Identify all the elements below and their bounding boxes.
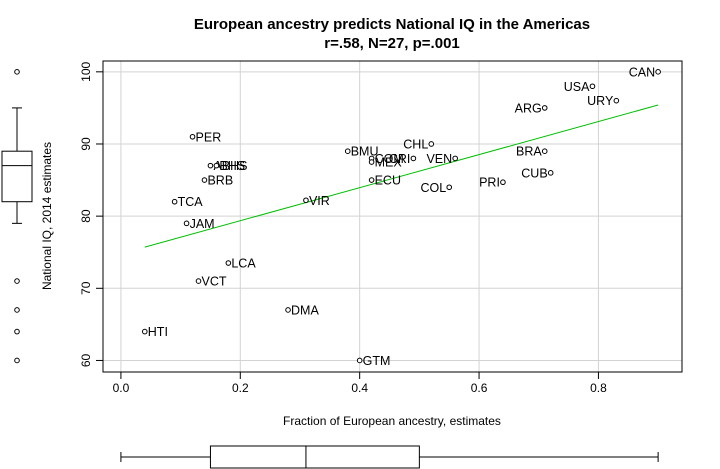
- point-label: VCT: [202, 275, 227, 289]
- point-label: HTI: [148, 325, 168, 339]
- data-point: [410, 155, 417, 162]
- point-label: MEX: [375, 156, 403, 170]
- y-box-outlier: [14, 278, 20, 284]
- data-point: [183, 220, 190, 227]
- x-tick-label: 0.4: [351, 381, 368, 395]
- point-label: CRI: [389, 152, 411, 166]
- data-point: [368, 159, 375, 165]
- y-tick-label: 70: [79, 281, 93, 295]
- point-label: CAN: [629, 65, 655, 79]
- y-tick-label: 100: [79, 61, 93, 81]
- data-point: [452, 155, 458, 162]
- x-axis: 0.0 0.2 0.4 0.6 0.8: [113, 371, 607, 395]
- point-label: CHL: [403, 137, 428, 151]
- point-label: USA: [564, 80, 590, 94]
- data-point: [589, 83, 596, 90]
- point-label: URY: [587, 94, 614, 108]
- x-tick-label: 0.8: [590, 381, 607, 395]
- chart-title: European ancestry predicts National IQ i…: [194, 16, 590, 33]
- data-point: [547, 170, 554, 176]
- y-box-outlier: [14, 357, 20, 364]
- y-axis: 60 70 80 90 100: [79, 61, 104, 367]
- point-label: ABHS: [213, 159, 247, 173]
- point-label: VEN: [426, 152, 452, 166]
- data-point: [201, 177, 208, 183]
- x-axis-title: Fraction of European ancestry, estimates: [283, 414, 501, 428]
- point-label: COL: [421, 181, 447, 195]
- data-point: [356, 357, 363, 364]
- x-tick-label: 0.6: [471, 381, 488, 395]
- data-point: [368, 177, 375, 183]
- data-point: [213, 162, 220, 169]
- point-label: BRB: [207, 174, 233, 188]
- data-point: [446, 184, 453, 191]
- x-tick-label: 0.2: [232, 381, 249, 395]
- fit-line-group: [144, 104, 659, 248]
- point-label: ECU: [375, 174, 401, 188]
- point-label: PRI: [479, 176, 500, 190]
- point-label: ARG: [515, 101, 542, 115]
- data-point: [141, 328, 148, 335]
- y-boxplot: [1, 69, 33, 364]
- data-point: [541, 105, 548, 111]
- data-point: [285, 307, 291, 313]
- chart-subtitle: r=.58, N=27, p=.001: [324, 35, 460, 52]
- point-label: BMU: [351, 145, 379, 159]
- point-label: PER: [196, 130, 222, 144]
- fit-line: [144, 104, 659, 248]
- point-label: JAM: [190, 217, 215, 231]
- data-point: [428, 141, 435, 147]
- y-box-outlier: [14, 328, 20, 335]
- data-point: [195, 278, 202, 284]
- point-label: GTM: [363, 354, 391, 368]
- data-point: [225, 260, 232, 266]
- point-label: LCA: [231, 257, 256, 271]
- point-label: DMA: [291, 303, 319, 317]
- point-label: COM: [375, 152, 404, 166]
- data-point: [189, 133, 196, 140]
- data-point: [500, 179, 506, 186]
- grid: [103, 61, 682, 372]
- x-box: [209, 445, 420, 469]
- y-box: [1, 150, 33, 203]
- y-box-outlier: [14, 307, 20, 313]
- point-label: TCA: [178, 195, 204, 209]
- point-label: BHS: [219, 159, 245, 173]
- x-tick-label: 0.0: [113, 381, 130, 395]
- data-point: [613, 97, 620, 104]
- point-label: BRA: [516, 145, 542, 159]
- data-point: [207, 162, 214, 169]
- data-point: [655, 69, 661, 75]
- y-axis-title: National IQ, 2014 estimates: [40, 142, 54, 290]
- data-point: [344, 148, 351, 154]
- y-tick-label: 60: [79, 353, 93, 367]
- data-point: [171, 198, 178, 205]
- y-tick-label: 90: [79, 137, 93, 151]
- y-box-outlier: [14, 69, 20, 75]
- y-tick-label: 80: [79, 209, 93, 223]
- data-point: [541, 148, 548, 154]
- data-point: [303, 197, 309, 204]
- point-label: VIR: [309, 194, 330, 208]
- point-label: CUB: [521, 166, 547, 180]
- x-boxplot: [120, 445, 659, 469]
